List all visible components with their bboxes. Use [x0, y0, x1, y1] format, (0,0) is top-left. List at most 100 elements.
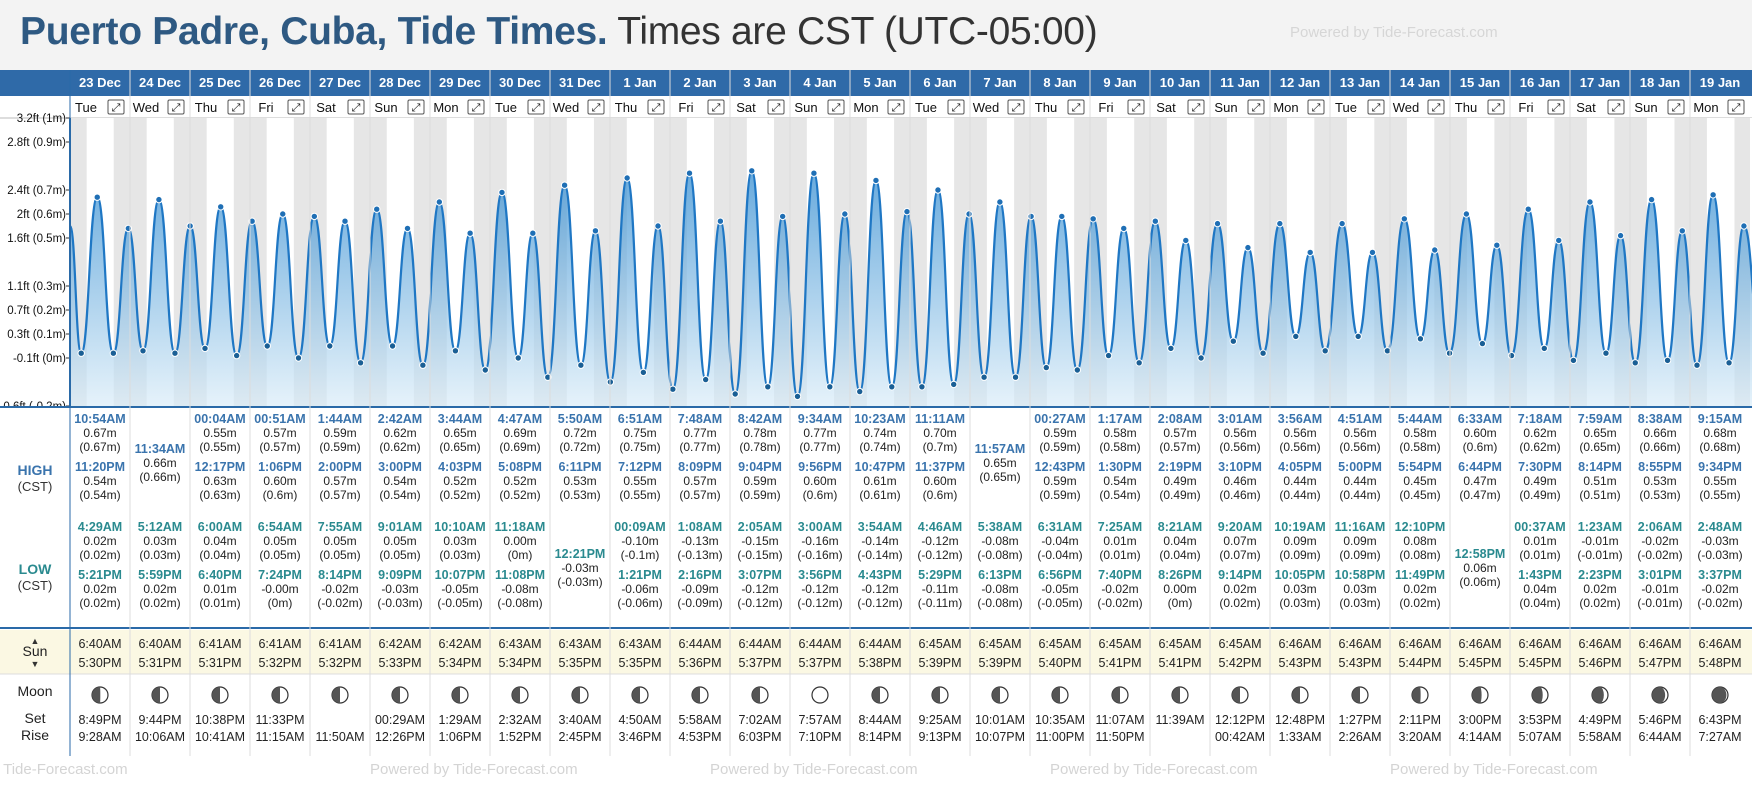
expand-day-button[interactable] [887, 99, 905, 115]
day-of-week: Mon [1273, 100, 1298, 115]
moonset-row-label: Set [24, 710, 45, 726]
high-tide-height: 0.57m [1163, 426, 1196, 440]
moon-shadow [512, 687, 520, 703]
high-tide-point [1089, 215, 1097, 223]
low-tide-time: 4:46AM [918, 520, 962, 534]
high-tide-point [498, 188, 506, 197]
high-tide-time: 1:06PM [258, 460, 302, 474]
expand-day-button[interactable] [1547, 99, 1565, 115]
moonset-time: 10:38PM [195, 713, 245, 727]
expand-day-button[interactable] [227, 99, 245, 115]
high-tide-time: 4:51AM [1338, 412, 1382, 426]
day-date: 14 Jan [1400, 75, 1441, 90]
low-tide-time: 11:18AM [495, 520, 546, 534]
low-tide-height: -0.15m [741, 534, 778, 548]
low-tide-point [1197, 354, 1205, 362]
sunset-time: 5:40PM [1038, 656, 1081, 670]
low-tide-time: 7:25AM [1098, 520, 1142, 534]
expand-day-button[interactable] [107, 99, 125, 115]
day-date: 24 Dec [139, 75, 181, 90]
expand-day-button[interactable] [1487, 99, 1505, 115]
moonset-time: 5:58AM [678, 713, 721, 727]
expand-day-button[interactable] [707, 99, 725, 115]
expand-icon: ⤢ [1372, 102, 1381, 114]
low-tide-height-alt: (-0.13m) [677, 548, 722, 562]
expand-day-button[interactable] [287, 99, 305, 115]
low-tide-height-alt: (0.07m) [1219, 548, 1260, 562]
high-tide-height-alt: (0.77m) [679, 440, 720, 454]
low-tide-point [701, 375, 710, 384]
low-tide-height: -0.01m [1641, 582, 1678, 596]
high-tide-time: 1:30PM [1098, 460, 1142, 474]
low-tide-time: 00:09AM [614, 520, 665, 534]
sun-row-label: Sun [23, 643, 48, 659]
expand-day-button[interactable] [1307, 99, 1325, 115]
day-date: 23 Dec [79, 75, 121, 90]
low-tide-height-alt: (-0.02m) [317, 596, 362, 610]
low-tide-time: 3:00AM [798, 520, 842, 534]
high-tide-height: 0.45m [1403, 474, 1436, 488]
expand-day-button[interactable] [1727, 99, 1745, 115]
expand-day-button[interactable] [467, 99, 485, 115]
high-tide-point [748, 167, 756, 175]
high-tide-height: 0.55m [623, 474, 656, 488]
footer-watermark: Powered by Tide-Forecast.com [710, 761, 918, 778]
day-date: 31 Dec [559, 75, 601, 90]
low-tide-height: -0.10m [621, 534, 658, 548]
axis-tick-label: 0.3ft (0.1m) [7, 329, 66, 341]
expand-day-button[interactable] [1607, 99, 1625, 115]
high-tide-height: 0.62m [1523, 426, 1556, 440]
expand-day-button[interactable] [1367, 99, 1385, 115]
moonrise-time: 2:45PM [558, 730, 601, 744]
high-tide-point [279, 210, 287, 218]
moonrise-time: 2:26AM [1338, 730, 1381, 744]
sunset-time: 5:48PM [1698, 656, 1741, 670]
page-title: Puerto Padre, Cuba, Tide Times. Times ar… [20, 10, 1098, 54]
high-tide-point [591, 227, 600, 235]
expand-day-button[interactable] [767, 99, 785, 115]
expand-day-button[interactable] [407, 99, 425, 115]
expand-day-button[interactable] [1127, 99, 1145, 115]
expand-day-button[interactable] [347, 99, 365, 115]
low-tide-height: -0.12m [921, 534, 958, 548]
expand-day-button[interactable] [527, 99, 545, 115]
high-tide-height: 0.65m [983, 456, 1016, 470]
moon-shadow [272, 687, 280, 703]
expand-day-button[interactable] [947, 99, 965, 115]
sunrise-time: 6:44AM [738, 637, 781, 651]
day-of-week: Sun [1634, 100, 1657, 115]
day-date: 30 Dec [499, 75, 541, 90]
day-date: 13 Jan [1340, 75, 1381, 90]
moonrise-time: 1:06PM [438, 730, 481, 744]
expand-day-button[interactable] [827, 99, 845, 115]
low-tide-height-alt: (0m) [268, 596, 293, 610]
low-tide-height: 0.05m [263, 534, 296, 548]
low-tide-height-alt: (0.02m) [1219, 596, 1260, 610]
expand-day-button[interactable] [167, 99, 185, 115]
expand-day-button[interactable] [1667, 99, 1685, 115]
low-tide-point [764, 383, 772, 391]
sunrise-time: 6:41AM [258, 637, 301, 651]
expand-day-button[interactable] [1007, 99, 1025, 115]
high-tide-point [996, 198, 1004, 206]
day-date: 1 Jan [623, 75, 656, 90]
high-tide-point [1586, 198, 1594, 206]
expand-day-button[interactable] [587, 99, 605, 115]
day-date: 8 Jan [1043, 75, 1076, 90]
low-tide-height: 0.01m [203, 582, 236, 596]
high-tide-point [529, 229, 537, 237]
expand-day-button[interactable] [1067, 99, 1085, 115]
expand-day-button[interactable] [647, 99, 665, 115]
sunrise-time: 6:46AM [1338, 637, 1381, 651]
high-tide-height-alt: (0.57m) [259, 440, 300, 454]
expand-day-button[interactable] [1247, 99, 1265, 115]
expand-day-button[interactable] [1187, 99, 1205, 115]
high-tide-height: 0.44m [1283, 474, 1316, 488]
moonset-time: 1:29AM [438, 713, 481, 727]
expand-day-button[interactable] [1427, 99, 1445, 115]
day-of-week: Thu [1035, 100, 1057, 115]
high-tide-height: 0.56m [1223, 426, 1256, 440]
